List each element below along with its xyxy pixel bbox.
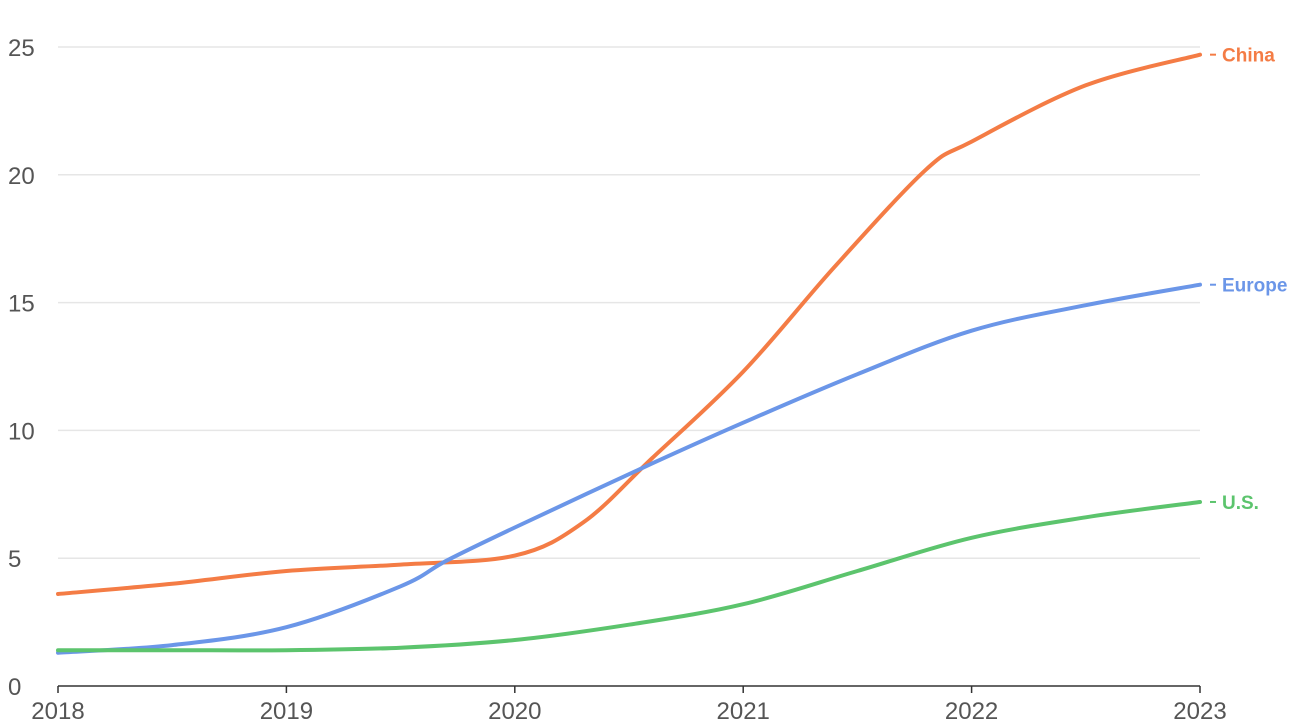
series-label-china: China: [1222, 46, 1275, 67]
y-axis-ticks: 0 5 10 15 20 25: [8, 35, 35, 701]
series-label-u-s: U.S.: [1222, 493, 1259, 514]
series-line-china: [56, 52, 1202, 596]
y-tick-label: 25: [8, 35, 35, 62]
x-axis-ticks: 2018 2019 2020 2021 2022 2023: [31, 685, 1227, 722]
series-line-u-s: [56, 500, 1202, 653]
y-tick-label: 20: [8, 163, 35, 190]
x-tick-label: 2020: [488, 698, 541, 722]
x-tick-label: 2022: [945, 698, 998, 722]
x-tick-label: 2018: [31, 698, 84, 722]
series-line-europe: [56, 282, 1202, 655]
series-labels: China Europe U.S.: [1210, 46, 1287, 514]
y-tick-label: 5: [8, 546, 21, 573]
series-label-europe: Europe: [1222, 276, 1287, 297]
x-tick-label: 2023: [1173, 698, 1226, 722]
y-tick-label: 0: [8, 674, 21, 701]
x-tick-label: 2019: [260, 698, 313, 722]
series-lines: [56, 52, 1202, 655]
gridlines: [58, 46, 1200, 559]
x-tick-label: 2021: [717, 698, 770, 722]
y-tick-label: 15: [8, 291, 35, 318]
y-tick-label: 10: [8, 418, 35, 445]
